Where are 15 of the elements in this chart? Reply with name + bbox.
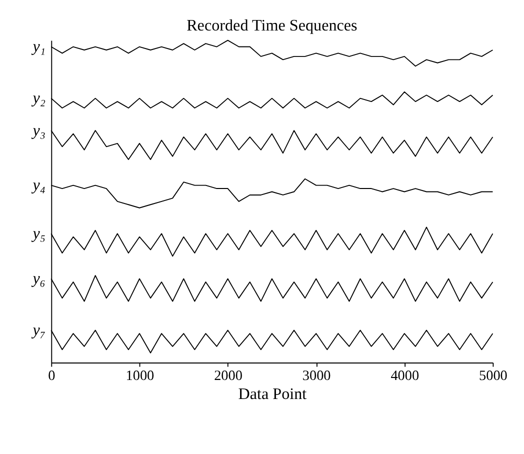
x-tick-label: 1000 (126, 368, 154, 384)
x-tick-label: 3000 (302, 368, 331, 384)
x-tick-label: 2000 (214, 368, 242, 384)
series-label: y₇ (30, 322, 46, 340)
series-label: y₄ (30, 177, 46, 194)
series-label: y₃ (30, 122, 46, 140)
x-axis-title: Data Point (238, 386, 308, 403)
chart-title: Recorded Time Sequences (186, 18, 358, 35)
series-label: y₅ (30, 225, 46, 242)
series-label: y₆ (30, 270, 46, 288)
x-tick-label: 4000 (390, 368, 420, 384)
series-label: y₁ (30, 38, 46, 56)
series-label: y₂ (30, 90, 46, 108)
x-tick-label: 5000 (479, 368, 508, 384)
x-tick-label: 0 (48, 368, 56, 384)
